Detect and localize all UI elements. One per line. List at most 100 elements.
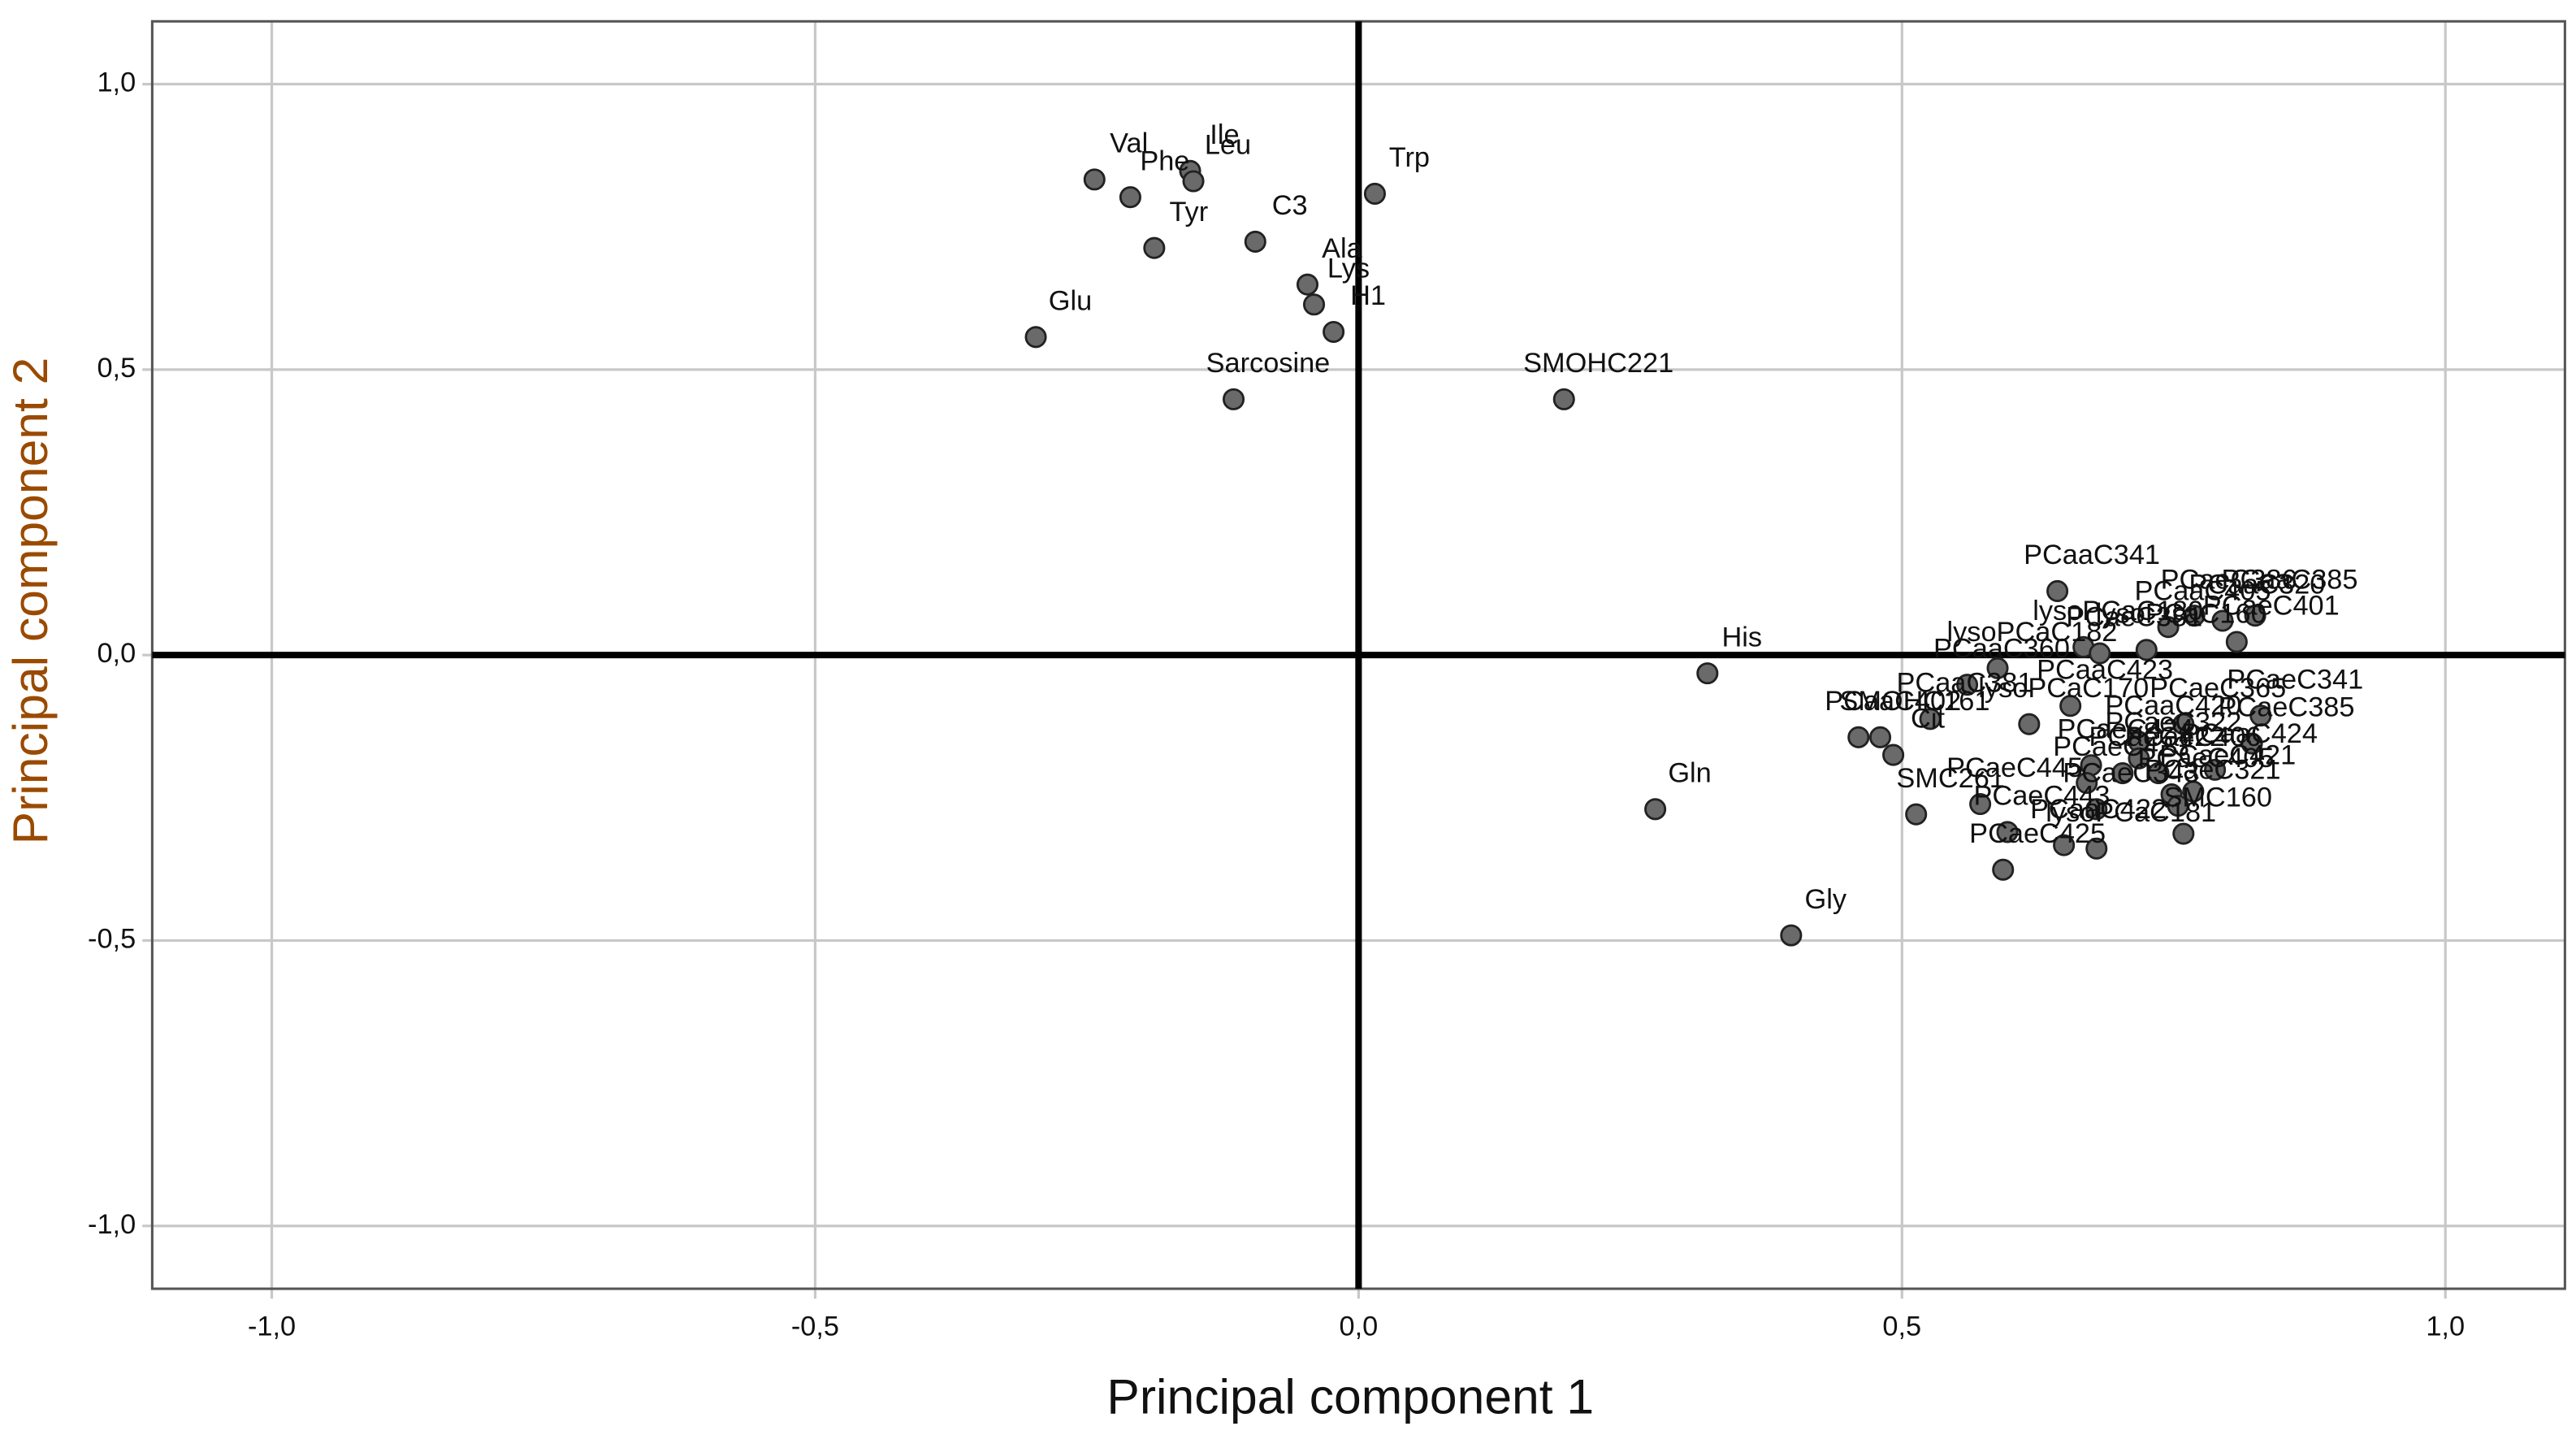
point: [1847, 726, 1870, 748]
point-label: His: [1721, 622, 1762, 652]
point-label: PCaaC423: [2037, 654, 2173, 685]
point-label: PCaeC343: [2063, 757, 2199, 788]
point: [1323, 320, 1345, 344]
point-label: Phe: [1140, 145, 1189, 176]
point: [1119, 186, 1141, 209]
point: [2182, 780, 2205, 803]
y-axis-title: Principal component 2: [2, 358, 58, 845]
point-label: Gln: [1668, 757, 1711, 788]
point-label: lysoPCaC160: [2096, 598, 2266, 629]
point-label: SMC261: [1896, 763, 2005, 794]
point: [2172, 713, 2195, 735]
point-label: PCaaC405: [2135, 575, 2271, 606]
point-label: PCaeC365: [2150, 673, 2286, 704]
point: [2204, 758, 2227, 781]
point-label: PCaaC402: [1825, 686, 1961, 717]
point-label: H1: [1350, 280, 1386, 311]
point-label: PCaeC401: [2203, 591, 2340, 622]
y-tick-label: -0,5: [88, 924, 136, 955]
y-tick-label: 0,0: [97, 638, 136, 669]
point: [2167, 795, 2189, 817]
point: [2225, 631, 2248, 653]
point-label: PCaeC341: [2227, 664, 2363, 695]
point: [2128, 747, 2150, 770]
point-label: PCaeC385: [2219, 692, 2355, 723]
point-label: Glu: [1049, 285, 1092, 316]
point-label: PCaeC422: [2089, 722, 2225, 752]
point-label: PCaeC423: [2053, 731, 2189, 762]
point: [2172, 822, 2195, 845]
point: [2147, 762, 2170, 785]
point: [2053, 834, 2076, 856]
point-label: PCaaC360: [1933, 633, 2070, 664]
point-label: PCaeC425: [1969, 818, 2106, 849]
point-label: PCaaC381: [1897, 667, 2033, 698]
x-tick-label: 1,0: [2426, 1311, 2465, 1342]
point-label: PCaeC424: [2058, 713, 2194, 744]
point: [1996, 821, 2019, 843]
point: [2059, 695, 2082, 717]
point-label: lysoPCaC182: [1947, 617, 2118, 648]
point: [2085, 798, 2108, 821]
point: [2183, 605, 2206, 627]
point: [1644, 798, 1667, 821]
point-label: PCaeC381: [2066, 602, 2202, 633]
point-label: PCaaC422: [2030, 794, 2167, 825]
point: [1992, 858, 2015, 881]
point-label: Gly: [1805, 884, 1847, 915]
point-label: PCaaC424: [2181, 718, 2318, 749]
x-tick-label: 0,5: [1882, 1311, 1921, 1342]
point: [1024, 326, 1047, 349]
point-label: PCaaC341: [2024, 540, 2160, 570]
point-label: PCaeC321: [2145, 754, 2281, 785]
point: [1083, 168, 1106, 191]
point-label: PCaaC320: [2189, 570, 2325, 600]
point: [2244, 605, 2266, 627]
point: [1969, 792, 1992, 816]
point: [1302, 293, 1326, 316]
point: [1244, 230, 1266, 254]
point: [1905, 803, 1928, 826]
point: [1986, 657, 2009, 679]
x-tick-label: -0,5: [791, 1311, 839, 1342]
point-label: Ala: [1322, 233, 1363, 264]
point: [2240, 732, 2263, 755]
point-label: lysoPCaC170: [1978, 673, 2149, 704]
point: [2111, 762, 2134, 785]
point-label: lysoPCaC180: [2033, 596, 2203, 626]
point-label: Tyr: [1169, 197, 1208, 228]
point-label: PCaaC420: [2105, 691, 2241, 722]
point-label: SMOHC161: [1839, 686, 1989, 717]
point: [2249, 704, 2272, 727]
point: [1696, 662, 1719, 685]
point-label: C3: [1272, 190, 1308, 221]
y-tick-label: 1,0: [97, 67, 136, 98]
point: [1296, 273, 1319, 296]
point-label: PCaeC445: [1946, 752, 2083, 783]
point: [1919, 708, 1942, 731]
point: [2018, 713, 2041, 735]
point-label: Cit: [1911, 704, 1945, 735]
point-label: Leu: [1205, 130, 1251, 161]
point-label: SMOHC221: [1523, 348, 1673, 379]
point-label: PCaeC405: [2138, 743, 2275, 774]
point-label: PCaeC406: [2124, 722, 2261, 752]
point: [2157, 616, 2180, 639]
point: [1182, 170, 1205, 193]
point: [1143, 236, 1166, 259]
point: [2135, 639, 2158, 661]
point-label: PCaaC385: [2222, 564, 2358, 595]
point-label: lysoPCaC181: [2046, 797, 2216, 828]
point-label: PCaeC386: [2161, 564, 2297, 595]
point-label: Sarcosine: [1206, 348, 1331, 379]
point: [1956, 674, 1979, 696]
point: [1363, 182, 1386, 205]
x-tick-label: 0,0: [1340, 1311, 1379, 1342]
point: [1882, 744, 1905, 766]
point-label: Ile: [1210, 119, 1239, 150]
point-label: Val: [1110, 128, 1148, 159]
point-label: Trp: [1389, 142, 1430, 173]
point-label: PCaeC443: [1974, 781, 2111, 812]
point-label: PCaeC421: [2159, 740, 2296, 771]
